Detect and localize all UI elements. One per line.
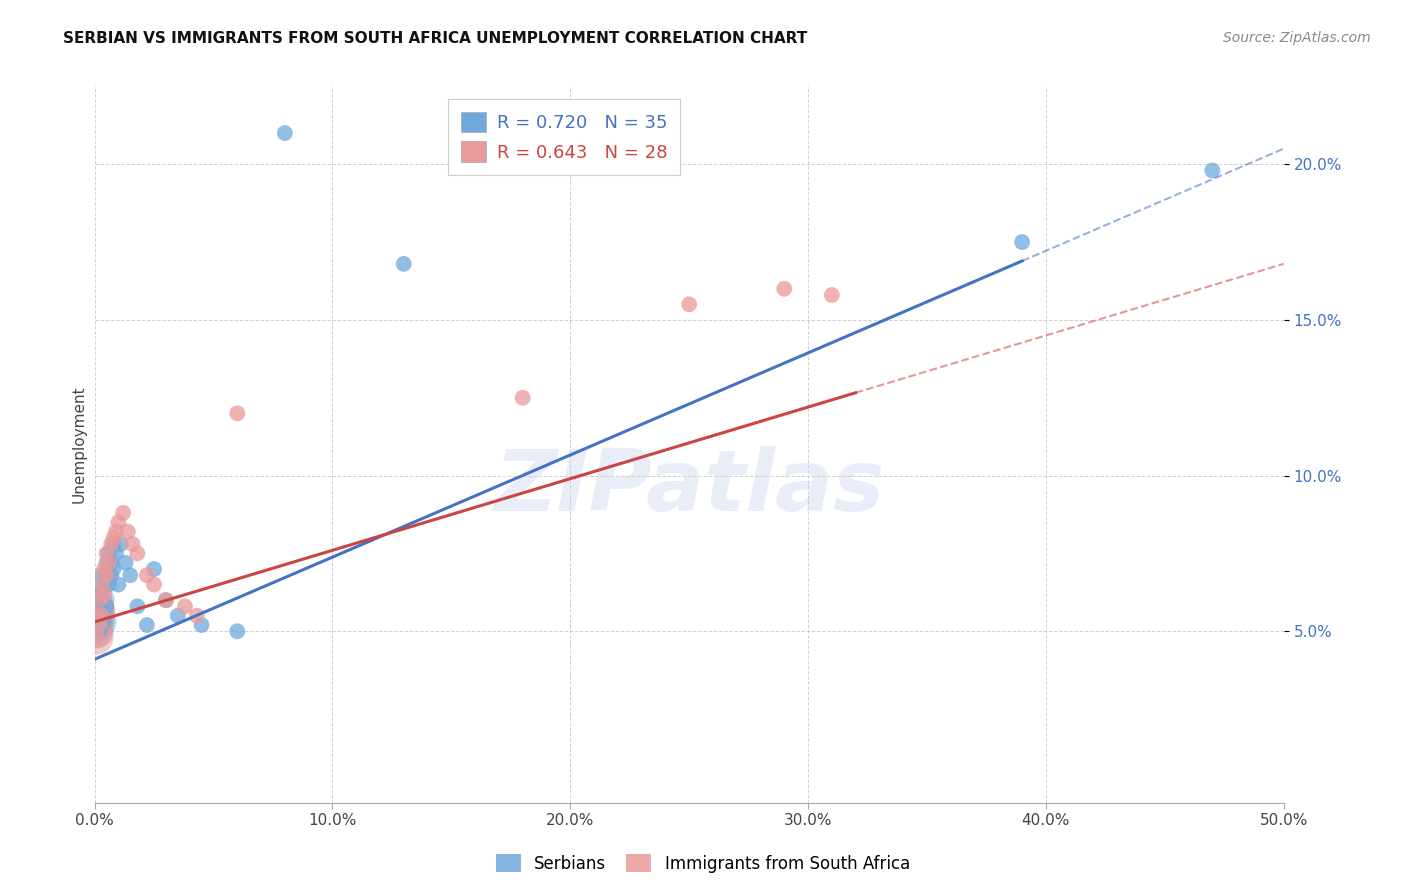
Point: [107, 516, 129, 530]
Point: [96, 599, 118, 614]
Point: [107, 577, 129, 591]
Point: [89, 593, 111, 607]
Point: [121, 537, 143, 551]
Point: [89, 587, 111, 601]
Legend: Serbians, Immigrants from South Africa: Serbians, Immigrants from South Africa: [489, 847, 917, 880]
Point: [127, 546, 149, 560]
Point: [166, 608, 188, 623]
Point: [89, 624, 111, 639]
Point: [86, 631, 108, 645]
Point: [1201, 163, 1223, 178]
Point: [226, 406, 249, 420]
Text: SERBIAN VS IMMIGRANTS FROM SOUTH AFRICA UNEMPLOYMENT CORRELATION CHART: SERBIAN VS IMMIGRANTS FROM SOUTH AFRICA …: [63, 31, 807, 46]
Point: [86, 615, 108, 629]
Point: [104, 524, 127, 539]
Point: [174, 599, 197, 614]
Point: [127, 599, 149, 614]
Point: [512, 391, 534, 405]
Point: [104, 546, 127, 560]
Legend: R = 0.720   N = 35, R = 0.643   N = 28: R = 0.720 N = 35, R = 0.643 N = 28: [449, 99, 681, 175]
Point: [135, 618, 157, 632]
Point: [86, 608, 108, 623]
Point: [135, 568, 157, 582]
Point: [100, 556, 122, 570]
Point: [678, 297, 700, 311]
Point: [89, 618, 111, 632]
Point: [96, 568, 118, 582]
Point: [86, 631, 108, 645]
Point: [96, 556, 118, 570]
Point: [93, 562, 115, 576]
Point: [392, 257, 415, 271]
Point: [87, 606, 110, 620]
Point: [186, 608, 208, 623]
Point: [103, 531, 125, 545]
Point: [821, 288, 844, 302]
Point: [89, 593, 111, 607]
Point: [1011, 235, 1033, 249]
Point: [143, 562, 166, 576]
Point: [110, 537, 132, 551]
Point: [97, 577, 120, 591]
Point: [103, 537, 125, 551]
Point: [86, 599, 108, 614]
Point: [87, 606, 110, 620]
Point: [274, 126, 297, 140]
Point: [100, 568, 122, 582]
Point: [114, 556, 136, 570]
Point: [155, 593, 177, 607]
Point: [86, 615, 108, 629]
Point: [120, 568, 142, 582]
Y-axis label: Unemployment: Unemployment: [72, 385, 86, 503]
Point: [112, 506, 135, 520]
Text: ZIPatlas: ZIPatlas: [494, 446, 884, 529]
Point: [89, 602, 111, 616]
Point: [190, 618, 212, 632]
Point: [93, 612, 115, 626]
Point: [226, 624, 249, 639]
Point: [103, 562, 125, 576]
Point: [90, 608, 112, 623]
Point: [143, 577, 166, 591]
Point: [90, 606, 112, 620]
Point: [86, 624, 108, 639]
Point: [96, 568, 118, 582]
Point: [100, 537, 122, 551]
Point: [89, 615, 111, 629]
Text: Source: ZipAtlas.com: Source: ZipAtlas.com: [1223, 31, 1371, 45]
Point: [155, 593, 177, 607]
Point: [97, 556, 120, 570]
Point: [90, 618, 112, 632]
Point: [86, 599, 108, 614]
Point: [117, 524, 139, 539]
Point: [96, 546, 118, 560]
Point: [97, 546, 120, 560]
Point: [93, 587, 115, 601]
Point: [84, 624, 107, 639]
Point: [773, 282, 796, 296]
Point: [84, 618, 107, 632]
Point: [86, 593, 108, 607]
Point: [86, 612, 108, 626]
Point: [93, 577, 115, 591]
Point: [90, 577, 112, 591]
Point: [90, 568, 112, 582]
Point: [86, 608, 108, 623]
Point: [86, 599, 108, 614]
